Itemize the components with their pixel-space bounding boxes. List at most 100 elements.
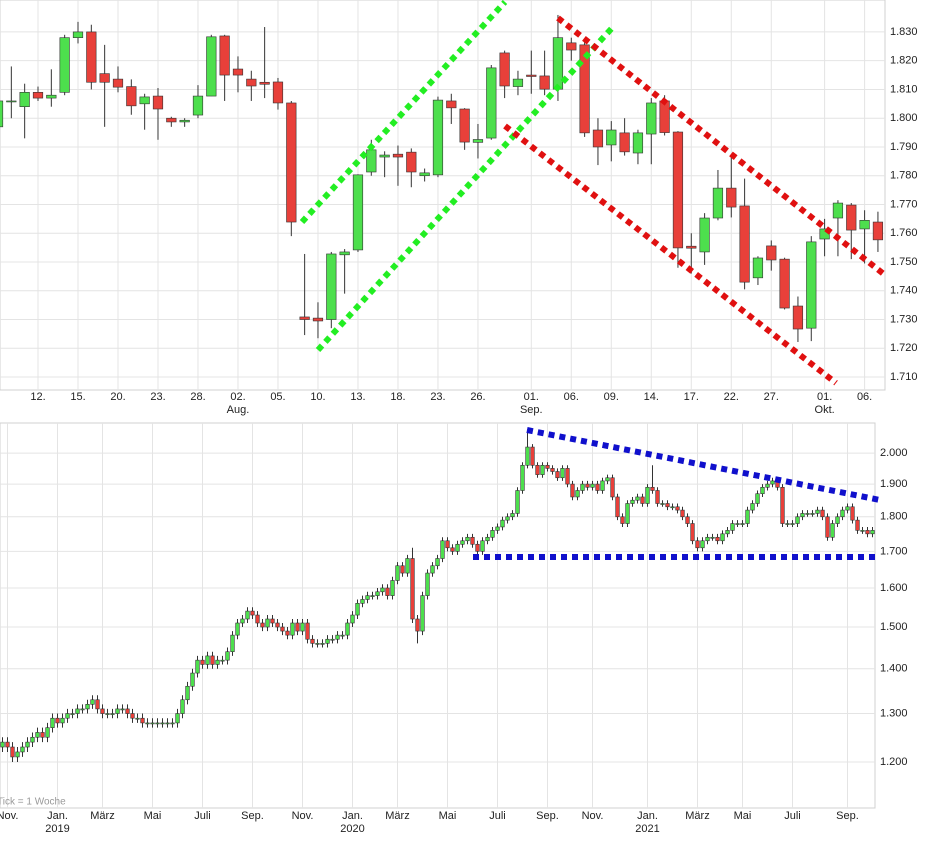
candle-body: [712, 187, 724, 219]
candle-body: [755, 493, 760, 504]
x-tick-label: März: [685, 810, 709, 822]
candle-body: [552, 37, 564, 90]
candle-body: [760, 486, 765, 495]
trend-line: [299, 0, 508, 225]
x-tick-label: 14.: [644, 391, 659, 403]
candle-body: [270, 618, 275, 624]
y-tick-label: 1.730: [890, 313, 918, 325]
x-tick-label: Jan.: [342, 810, 363, 822]
x-tick-label: Mai: [734, 810, 752, 822]
y-tick-label: 1.750: [890, 256, 918, 268]
candle-body: [59, 37, 70, 93]
candle-body: [790, 523, 795, 525]
candle-body: [420, 595, 425, 632]
candle-body: [5, 741, 10, 748]
candle-body: [190, 672, 195, 687]
candle-body: [166, 117, 177, 123]
x-tick-label: 06.: [857, 391, 872, 403]
candle-body: [730, 523, 735, 531]
candle-body: [400, 565, 405, 574]
x-tick-label: 09.: [604, 391, 619, 403]
candle-body: [566, 42, 577, 51]
y-tick-label: 1.200: [880, 756, 908, 768]
candle-body: [670, 506, 675, 509]
marks-layer: [0, 14, 884, 762]
candle-body: [425, 572, 430, 596]
candle-body: [480, 540, 485, 552]
candle-body: [15, 751, 20, 758]
x-tick-label: März: [90, 810, 114, 822]
y-tick-label: 1.800: [890, 112, 918, 124]
candle-body: [555, 471, 560, 479]
x-tick-label: Sep.: [241, 810, 264, 822]
candle-body: [430, 565, 435, 574]
x-tick-label: 06.: [564, 391, 579, 403]
candle-body: [140, 717, 145, 724]
candle-body: [580, 483, 585, 491]
candle-body: [685, 516, 690, 524]
x-tick-label: 10.: [310, 391, 325, 403]
candle-body: [560, 468, 565, 479]
candle-body: [385, 587, 390, 596]
candle-body: [745, 509, 750, 524]
candle-body: [792, 305, 804, 330]
candle-body: [40, 732, 45, 738]
x-tick-label: 02.: [230, 391, 245, 403]
candle-body: [160, 722, 165, 725]
candle-body: [795, 516, 800, 524]
candle-body: [465, 536, 470, 542]
x-tick-label: 23.: [150, 391, 165, 403]
candle-body: [260, 622, 265, 628]
candle-body: [272, 81, 284, 104]
candle-body: [19, 92, 30, 108]
x-tick-label: Jan.: [47, 810, 68, 822]
candle-body: [375, 591, 380, 596]
candle-body: [470, 536, 475, 545]
x-tick-label: Mai: [439, 810, 457, 822]
candle-body: [165, 722, 170, 725]
candle-body: [870, 530, 875, 535]
candle-body: [645, 486, 650, 504]
candle-body: [179, 119, 190, 123]
candle-body: [720, 533, 725, 542]
candle-body: [535, 464, 540, 475]
candle-body: [145, 722, 150, 725]
candle-body: [380, 587, 385, 593]
candle-body: [830, 523, 835, 538]
candle-body: [152, 95, 164, 110]
y-tick-label: 1.820: [890, 55, 918, 67]
candle-body: [175, 713, 180, 724]
candle-body: [610, 477, 615, 498]
candle-body: [419, 172, 430, 177]
candle-body: [665, 503, 670, 508]
candle-body: [135, 717, 140, 720]
candle-body: [825, 516, 830, 538]
y-tick-label: 1.710: [890, 371, 918, 383]
candle-body: [206, 36, 217, 97]
candle-body: [345, 622, 350, 636]
candle-body: [512, 78, 524, 87]
candle-body: [740, 523, 745, 525]
x-tick-label: Juli: [194, 810, 211, 822]
candle-body: [105, 713, 110, 715]
candle-body: [65, 713, 70, 719]
candle-body: [60, 717, 65, 724]
candle-body: [550, 468, 555, 472]
candle-body: [55, 717, 60, 724]
candle-body: [340, 634, 345, 637]
x-tick-label: 12.: [30, 391, 45, 403]
candle-body: [710, 536, 715, 539]
candle-body: [180, 699, 185, 714]
x-tick-label: 15.: [70, 391, 85, 403]
y-tick-label: 1.830: [890, 26, 918, 38]
candle-body: [406, 151, 417, 173]
candle-body: [225, 651, 230, 661]
candle-body: [299, 316, 310, 320]
candle-body: [699, 217, 710, 253]
candle-body: [446, 100, 457, 109]
candle-body: [585, 483, 590, 488]
x-tick-label: März: [385, 810, 409, 822]
x-tick-label: Jan.: [637, 810, 658, 822]
candle-body: [735, 523, 740, 525]
candle-body: [0, 741, 5, 748]
